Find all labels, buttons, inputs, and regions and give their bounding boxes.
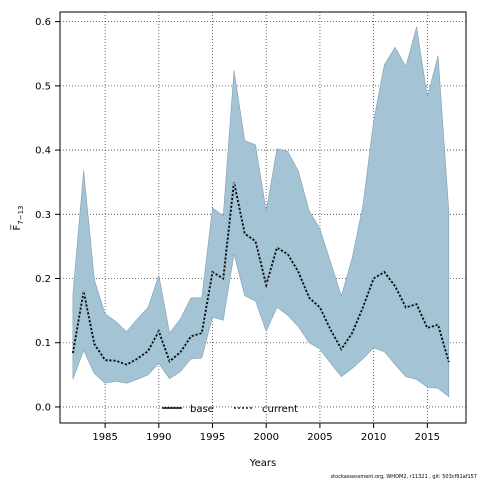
x-tick-label-6: 2015 — [415, 432, 440, 443]
plot-frame — [59, 11, 467, 424]
y-tick-label-0: 0.0 — [35, 402, 51, 413]
legend-label-base: base — [190, 404, 214, 415]
x-tick-label-4: 2005 — [307, 432, 332, 443]
x-tick-label-0: 1985 — [92, 432, 117, 443]
x-axis-label: Years — [249, 458, 276, 469]
y-axis-label-subscript: 7−13 — [17, 206, 25, 225]
x-tick-label-1: 1990 — [146, 432, 171, 443]
y-tick-label-6: 0.6 — [35, 17, 51, 28]
y-tick-label-4: 0.4 — [35, 146, 51, 157]
footer-credit: stockassessment.org, WHOM2, r11321 , git… — [331, 474, 477, 480]
y-tick-label-5: 0.5 — [35, 81, 51, 92]
y-axis-label: F̅7−13 — [10, 206, 25, 231]
x-tick-label-2: 1995 — [200, 432, 225, 443]
legend-label-current: current — [262, 404, 298, 415]
line-layer — [72, 181, 450, 366]
series-line-current-dots — [72, 181, 450, 366]
y-axis: 0.0 0.1 0.2 0.3 0.4 0.5 0.6 — [35, 17, 60, 413]
confidence-band-current — [72, 26, 450, 398]
x-tick-label-3: 2000 — [253, 432, 278, 443]
x-tick-label-5: 2010 — [361, 432, 386, 443]
y-tick-label-1: 0.1 — [35, 338, 51, 349]
band-layer — [72, 26, 450, 398]
y-tick-label-2: 0.2 — [35, 274, 51, 285]
y-tick-label-3: 0.3 — [35, 210, 51, 221]
legend: base current — [162, 404, 298, 415]
svg-text:F̅7−13: F̅7−13 — [10, 206, 25, 231]
x-axis: 1985 1990 1995 2000 2005 2010 2015 — [92, 423, 440, 443]
y-axis-label-main: F̅ — [10, 224, 23, 231]
